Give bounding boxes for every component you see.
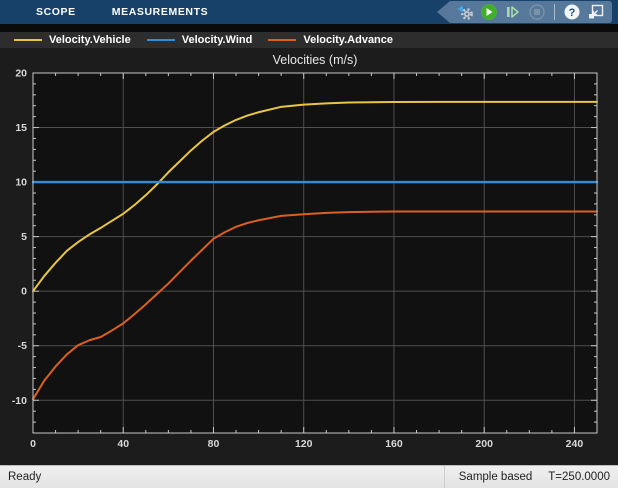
legend-item-velocity-vehicle[interactable]: Velocity.Vehicle <box>14 34 131 46</box>
pop-out-icon <box>589 4 604 19</box>
x-tick-label: 80 <box>208 438 220 450</box>
legend-item-velocity-advance[interactable]: Velocity.Advance <box>268 34 393 46</box>
y-tick-label: -10 <box>12 395 27 407</box>
step-forward-icon <box>507 6 519 18</box>
stop-icon <box>529 4 545 20</box>
tab-measurements[interactable]: MEASUREMENTS <box>111 6 209 18</box>
velocity-chart-canvas[interactable]: 0 40 80 120 160 200 240 -10 -5 0 5 10 15 20 Velocities… <box>0 48 618 465</box>
status-ready-text: Ready <box>8 471 42 483</box>
stepping-options-button[interactable] <box>453 1 477 23</box>
x-tick-label: 160 <box>385 438 403 450</box>
run-button[interactable] <box>477 1 501 23</box>
legend-item-velocity-wind[interactable]: Velocity.Wind <box>146 34 253 46</box>
x-tick-label: 200 <box>475 438 493 450</box>
legend-label: Velocity.Vehicle <box>49 34 131 46</box>
y-tick-label: 10 <box>15 177 27 189</box>
series-velocity-advance <box>32 210 598 401</box>
x-tick-label: 240 <box>566 438 584 450</box>
undock-button[interactable] <box>584 1 608 23</box>
toolbar-separator <box>554 4 555 20</box>
svg-text:?: ? <box>569 7 576 19</box>
toolstrip-gap <box>0 24 618 32</box>
legend-swatch-wind <box>146 38 175 42</box>
chart-title: Velocities (m/s) <box>273 53 358 67</box>
help-button[interactable]: ? <box>560 1 584 23</box>
y-tick-label: -5 <box>18 340 27 352</box>
status-sim-time: T=250.0000 <box>548 471 610 483</box>
legend-label: Velocity.Wind <box>181 34 253 46</box>
legend-label: Velocity.Advance <box>303 34 394 46</box>
x-tick-label: 120 <box>295 438 313 450</box>
y-tick-label: 20 <box>15 68 27 80</box>
play-icon <box>481 4 497 20</box>
status-bar: Ready Sample based T=250.0000 <box>0 465 618 488</box>
toolstrip: SCOPE MEASUREMENTS <box>0 0 618 24</box>
status-right-group: Sample based T=250.0000 <box>443 466 618 488</box>
y-tick-label: 15 <box>15 122 27 134</box>
gear-with-arrows-icon <box>457 5 473 20</box>
legend-bar: Velocity.Vehicle Velocity.Wind Velocity.… <box>0 32 618 48</box>
y-tick-label: 5 <box>21 231 27 243</box>
tab-scope[interactable]: SCOPE <box>36 6 76 18</box>
status-sample-mode: Sample based <box>458 471 533 483</box>
legend-swatch-vehicle <box>14 38 42 42</box>
series-velocity-vehicle <box>32 100 598 293</box>
step-forward-button[interactable] <box>501 1 525 23</box>
legend-swatch-advance <box>268 38 297 42</box>
question-mark-icon: ? <box>564 4 580 20</box>
chart-area: 0 40 80 120 160 200 240 -10 -5 0 5 10 15 20 Velocities… <box>0 48 618 465</box>
y-tick-label: 0 <box>21 286 27 298</box>
x-tick-label: 40 <box>117 438 129 450</box>
stop-button[interactable] <box>525 1 549 23</box>
x-tick-label: 0 <box>30 438 36 450</box>
simulation-toolbar: ? <box>437 1 612 23</box>
